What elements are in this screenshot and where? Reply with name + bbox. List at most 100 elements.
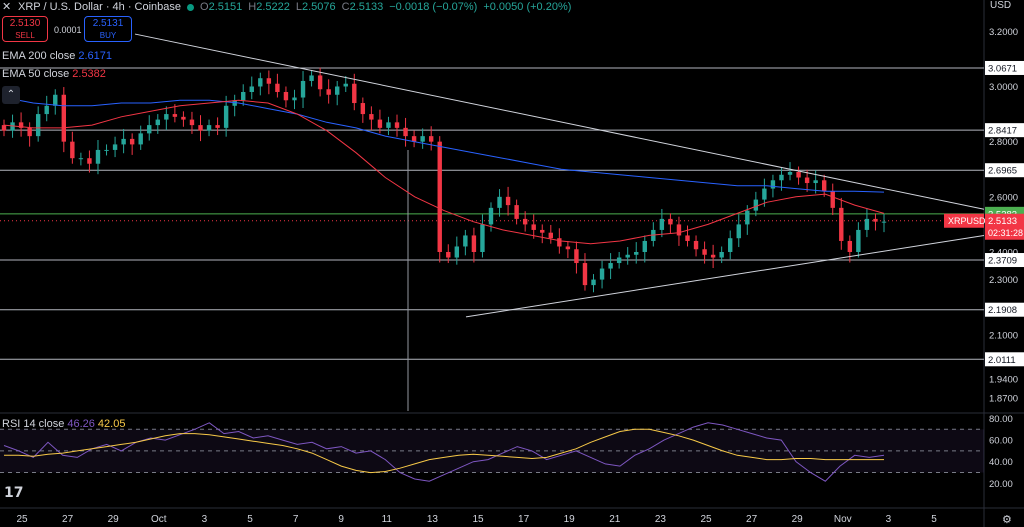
candle-body <box>676 224 682 236</box>
candle-body <box>292 97 297 101</box>
time-tick-label: 27 <box>62 514 74 525</box>
candles-group <box>1 67 887 293</box>
currency-label[interactable]: USD <box>990 0 1012 11</box>
candle-body <box>830 191 835 208</box>
candle-body <box>164 114 169 120</box>
candle-body <box>104 149 109 151</box>
rsi-ma-line <box>4 428 884 474</box>
price-tick-label: 1.9400 <box>989 374 1018 385</box>
candle-body <box>411 136 417 142</box>
ascending-support-trendline <box>465 234 985 318</box>
candle-body <box>266 78 272 84</box>
candle-body <box>198 125 203 131</box>
tradingview-logo-icon[interactable]: 17 <box>4 485 24 501</box>
candle-body <box>35 114 41 137</box>
candle-body <box>129 138 135 145</box>
sell-price: 2.5130 <box>9 18 41 29</box>
candle-body <box>223 105 229 128</box>
rsi-tick-label: 60.00 <box>989 436 1013 447</box>
candle-body <box>27 127 32 137</box>
time-tick-label: 9 <box>338 514 344 525</box>
ohlc-low-label: L <box>295 1 302 13</box>
candle-body <box>864 218 870 230</box>
ohlc-high: 2.5222 <box>256 1 290 13</box>
candle-body <box>95 149 101 164</box>
candle-body <box>403 127 408 137</box>
time-tick-label: Nov <box>834 514 852 525</box>
buy-label: BUY <box>99 31 117 40</box>
price-tick-label: 2.8000 <box>989 137 1018 148</box>
candle-body <box>770 180 776 189</box>
candle-body <box>881 221 887 223</box>
ohlc-change: −0.0018 (−0.07%) <box>389 1 478 13</box>
candle-body <box>215 125 220 128</box>
candle-body <box>360 103 366 115</box>
candle-body <box>480 224 485 252</box>
rsi-line <box>3 422 885 482</box>
candle-body <box>685 235 690 241</box>
candle-body <box>377 119 383 128</box>
ema200-label: EMA 200 close <box>2 50 76 62</box>
time-tick-label: 15 <box>472 514 484 525</box>
close-icon[interactable]: ✕ <box>2 1 12 13</box>
time-tick-label: 5 <box>931 514 937 525</box>
candle-body <box>505 196 511 206</box>
rsi-label: RSI 14 close <box>2 418 65 430</box>
ema50-legend[interactable]: EMA 50 close 2.5382 <box>2 68 106 80</box>
rsi-value: 46.26 <box>67 418 95 430</box>
price-tick-label: 3.2000 <box>989 27 1018 38</box>
level-axis-label: 2.1908 <box>988 305 1017 316</box>
ohlc-high-label: H <box>248 1 257 13</box>
time-tick-label: 17 <box>518 514 530 525</box>
time-tick-label: 25 <box>16 514 28 525</box>
candle-body <box>61 94 67 142</box>
time-tick-label: 5 <box>247 514 253 525</box>
candle-body <box>394 122 400 128</box>
candle-body <box>87 158 92 164</box>
price-tick-label: 2.4000 <box>989 248 1018 259</box>
candle-body <box>326 89 331 95</box>
symbol-tag-label: XRPUSD <box>948 216 986 226</box>
candle-body <box>497 196 502 208</box>
symbol-title[interactable]: XRP / U.S. Dollar · 4h · Coinbase <box>18 1 182 13</box>
ohlc-open-label: O <box>200 1 209 13</box>
candle-body <box>565 246 571 250</box>
candle-body <box>813 180 818 184</box>
time-tick-label: 13 <box>427 514 439 525</box>
candle-body <box>352 83 357 104</box>
candle-body <box>745 210 750 225</box>
settings-gear-icon[interactable]: ⚙ <box>1002 514 1012 526</box>
candle-body <box>121 138 126 145</box>
candle-body <box>591 279 596 286</box>
collapse-legend-icon[interactable]: ⌃ <box>2 86 20 104</box>
candle-body <box>155 119 160 126</box>
ohlc-close-label: C <box>341 1 350 13</box>
candle-body <box>702 249 707 255</box>
candle-body <box>446 252 451 258</box>
level-axis-badge <box>985 253 1024 268</box>
candle-body <box>574 249 579 264</box>
candle-body <box>463 235 468 247</box>
sell-button[interactable]: 2.5130 SELL <box>2 16 48 42</box>
rsi-tick-label: 40.00 <box>989 457 1013 468</box>
candle-body <box>582 263 588 286</box>
ema200-legend[interactable]: EMA 200 close 2.6171 <box>2 50 112 62</box>
candle-body <box>599 268 605 280</box>
candle-body <box>283 92 289 101</box>
candle-body <box>369 114 374 120</box>
time-tick-label: 19 <box>564 514 576 525</box>
candle-body <box>386 122 391 128</box>
candle-body <box>335 86 340 95</box>
candle-body <box>488 207 494 225</box>
price-tick-label: 2.1000 <box>989 330 1018 341</box>
last-price-label: 2.5133 <box>988 216 1017 227</box>
buy-button[interactable]: 2.5131 BUY <box>84 16 132 42</box>
ema200-line <box>3 97 885 193</box>
rsi-legend[interactable]: RSI 14 close 46.26 42.05 <box>2 418 125 430</box>
candle-body <box>206 125 212 131</box>
candle-body <box>18 122 24 128</box>
candle-body <box>821 180 827 192</box>
rsi-tick-label: 80.00 <box>989 414 1013 425</box>
candle-body <box>839 207 844 241</box>
